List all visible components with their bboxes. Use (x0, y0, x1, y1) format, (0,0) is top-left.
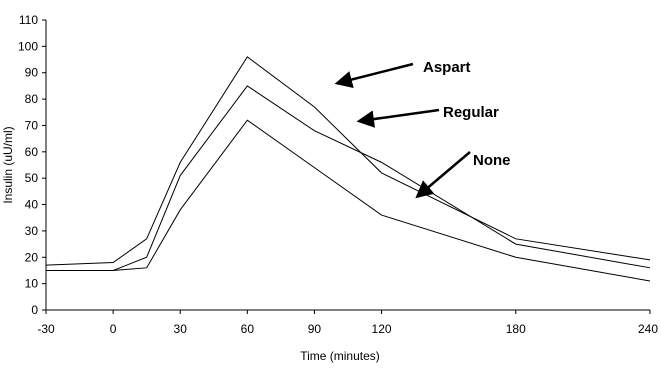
y-tick-label: 0 (31, 303, 38, 317)
y-axis-ticks: 0 10 20 30 40 50 60 70 80 90 100 110 (18, 13, 46, 317)
none-arrow (415, 151, 471, 199)
regular-arrow (356, 108, 440, 128)
y-tick-label: 90 (25, 66, 39, 80)
none-label: None (473, 152, 511, 169)
y-tick-label: 30 (25, 224, 39, 238)
series-annotations: Aspart Regular None (334, 59, 511, 199)
x-tick-label: 120 (372, 322, 392, 336)
series-line-none (46, 119, 651, 282)
chart-axes (45, 20, 650, 311)
x-tick-label: 0 (110, 322, 117, 336)
x-tick-label: 60 (241, 322, 255, 336)
y-tick-label: 110 (19, 13, 38, 27)
y-tick-label: 100 (18, 39, 38, 53)
series-line-regular (46, 85, 651, 271)
y-tick-label: 10 (25, 277, 39, 291)
aspart-arrow (334, 62, 414, 89)
y-axis-title: Insulin (uU/ml) (1, 126, 15, 203)
x-tick-label: -30 (37, 322, 55, 336)
series-lines (45, 56, 651, 282)
y-tick-label: 70 (25, 118, 39, 132)
x-tick-label: 180 (506, 322, 526, 336)
x-tick-label: 30 (174, 322, 188, 336)
y-tick-label: 20 (25, 250, 39, 264)
series-line-aspart (45, 56, 651, 266)
y-tick-label: 60 (25, 145, 39, 159)
x-axis-ticks: -30 0 30 60 90 120 180 240 (37, 310, 658, 336)
y-tick-label: 40 (25, 198, 39, 212)
x-axis-title: Time (minutes) (300, 349, 380, 363)
y-tick-label: 80 (25, 92, 39, 106)
x-tick-label: 90 (308, 322, 322, 336)
regular-label: Regular (443, 104, 499, 121)
y-tick-label: 50 (25, 171, 39, 185)
x-tick-label: 240 (638, 322, 658, 336)
aspart-label: Aspart (423, 59, 471, 76)
